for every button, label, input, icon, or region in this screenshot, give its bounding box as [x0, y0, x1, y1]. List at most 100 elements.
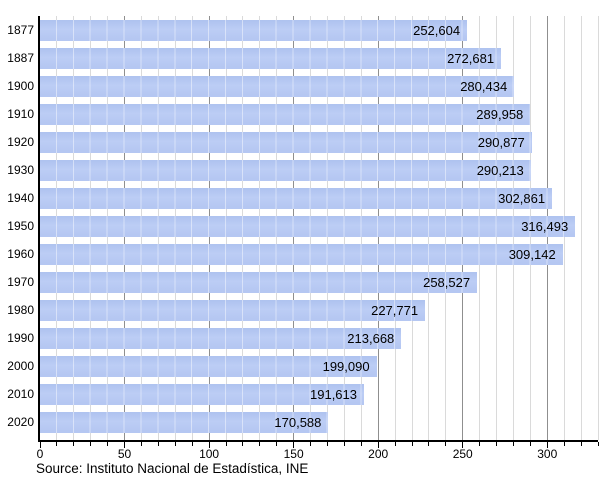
y-axis-label: 1970	[7, 274, 34, 289]
x-axis-tick	[276, 442, 278, 446]
x-axis-tick	[394, 442, 396, 446]
x-axis-tick	[479, 442, 481, 446]
y-axis-label: 1950	[7, 218, 34, 233]
x-axis-tick-label: 0	[36, 447, 44, 461]
bar-row: 191,613	[40, 380, 598, 408]
y-axis-label: 1910	[7, 106, 34, 121]
bar: 170,588	[40, 411, 329, 433]
bar-row: 289,958	[40, 100, 598, 128]
x-axis-tick-label: 50	[117, 447, 132, 461]
bar: 227,771	[40, 299, 426, 321]
bar-value-label: 289,958	[476, 106, 524, 122]
y-axis-label: 1877	[7, 22, 34, 37]
bar-value-label: 252,604	[413, 22, 461, 38]
bar-row: 280,434	[40, 72, 598, 100]
x-axis-tick	[597, 442, 599, 446]
y-axis-label: 1990	[7, 330, 34, 345]
x-axis-tick	[360, 442, 362, 446]
y-axis-label: 2020	[7, 414, 34, 429]
plot-area: 252,604 272,681 280,434 289,958 290,877 290,2…	[38, 16, 599, 442]
x-axis-tick	[546, 442, 548, 448]
x-axis-tick	[326, 442, 328, 446]
x-axis-tick	[293, 442, 295, 448]
bar: 213,668	[40, 327, 402, 349]
bar: 252,604	[40, 19, 468, 41]
bar-value-label: 290,877	[477, 134, 525, 150]
y-axis-label: 1900	[7, 78, 34, 93]
x-axis-tick	[39, 442, 41, 448]
bar: 272,681	[40, 47, 502, 69]
x-axis-tick	[107, 442, 109, 446]
x-axis-tick	[140, 442, 142, 446]
bar: 302,861	[40, 187, 553, 209]
x-axis-tick	[411, 442, 413, 446]
bar-row: 316,493	[40, 212, 598, 240]
x-axis-tick	[242, 442, 244, 446]
bar: 316,493	[40, 215, 576, 237]
y-axis-label: 1930	[7, 162, 34, 177]
bar: 191,613	[40, 383, 364, 405]
source-caption: Source: Instituto Nacional de Estadístic…	[36, 461, 309, 476]
x-axis-tick	[563, 442, 565, 446]
x-axis-tick	[225, 442, 227, 446]
x-axis-tick	[124, 442, 126, 448]
bar: 290,877	[40, 131, 532, 153]
bar: 309,142	[40, 243, 563, 265]
y-axis-label: 2000	[7, 358, 34, 373]
x-axis-tick	[90, 442, 92, 446]
x-axis-tick-label: 100	[199, 447, 220, 461]
x-axis-tick	[56, 442, 58, 446]
y-axis-label: 1887	[7, 50, 34, 65]
bar-row: 272,681	[40, 44, 598, 72]
x-axis-tick	[191, 442, 193, 446]
x-axis-tick	[208, 442, 210, 448]
x-axis-tick	[343, 442, 345, 446]
bar-row: 290,877	[40, 128, 598, 156]
bar: 258,527	[40, 271, 478, 293]
bar-value-label: 170,588	[274, 414, 322, 430]
x-axis-tick	[445, 442, 447, 446]
x-axis-tick-label: 150	[283, 447, 304, 461]
x-axis-tick	[174, 442, 176, 446]
bar-row: 302,861	[40, 184, 598, 212]
gridline-minor	[597, 16, 599, 440]
bar: 199,090	[40, 355, 377, 377]
x-axis-tick	[512, 442, 514, 446]
bar-value-label: 309,142	[508, 246, 556, 262]
bar-value-label: 272,681	[447, 50, 495, 66]
bar-value-label: 302,861	[498, 190, 546, 206]
x-axis-tick	[496, 442, 498, 446]
x-axis-tick	[73, 442, 75, 446]
bar-value-label: 191,613	[310, 386, 357, 402]
x-axis-tick	[529, 442, 531, 446]
x-axis-tick-label: 300	[537, 447, 558, 461]
bar-row: 170,588	[40, 408, 598, 436]
x-axis-tick	[428, 442, 430, 446]
y-axis-label: 1960	[7, 246, 34, 261]
x-axis-tick	[259, 442, 261, 446]
x-axis-tick	[157, 442, 159, 446]
bar: 290,213	[40, 159, 531, 181]
bar: 280,434	[40, 75, 515, 97]
bar-row: 227,771	[40, 296, 598, 324]
gridline-minor	[580, 16, 582, 440]
bar-value-label: 199,090	[322, 358, 370, 374]
bars: 252,604 272,681 280,434 289,958 290,877 290,2…	[40, 16, 598, 436]
bar-row: 258,527	[40, 268, 598, 296]
bar-value-label: 290,213	[476, 162, 524, 178]
bar-value-label: 258,527	[423, 274, 471, 290]
bar-value-label: 280,434	[460, 78, 508, 94]
y-axis-label: 1940	[7, 190, 34, 205]
x-axis-tick	[310, 442, 312, 446]
x-axis-tick	[580, 442, 582, 446]
bar-row: 213,668	[40, 324, 598, 352]
x-axis-tick	[377, 442, 379, 448]
x-axis-tick-label: 200	[368, 447, 389, 461]
x-axis-tick	[462, 442, 464, 448]
y-axis-label: 1920	[7, 134, 34, 149]
bar-row: 199,090	[40, 352, 598, 380]
bar-row: 290,213	[40, 156, 598, 184]
bar-row: 309,142	[40, 240, 598, 268]
y-axis-label: 2010	[7, 386, 34, 401]
